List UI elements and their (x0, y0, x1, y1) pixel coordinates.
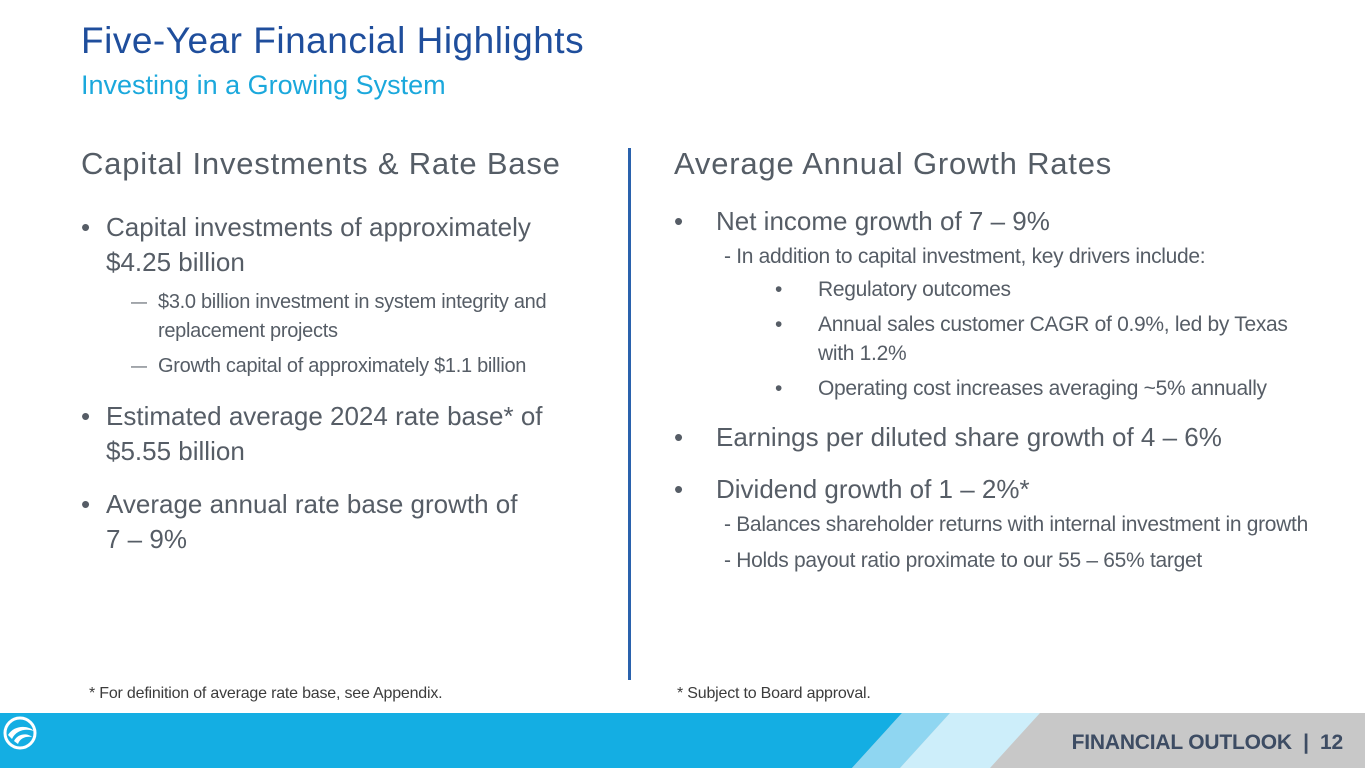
bullet-text-line: $5.55 billion (106, 436, 245, 466)
bullet-text: Dividend growth of 1 – 2%* (716, 474, 1030, 504)
right-sub-bullet-1: • Regulatory outcomes (674, 275, 1334, 304)
bullet-text-line: $4.25 billion (106, 247, 245, 277)
bullet-dot: • (674, 422, 684, 452)
sub-bullet-dash: — (131, 294, 147, 311)
right-column-heading: Average Annual Growth Rates (674, 146, 1113, 181)
sub-bullet-text-line: Regulatory outcomes (818, 278, 1011, 301)
right-footnote: * Subject to Board approval. (677, 685, 871, 702)
bullet-text-line: Capital investments of approximately (106, 212, 531, 242)
left-column-heading: Capital Investments & Rate Base (81, 146, 561, 181)
right-bullet-3: • Dividend growth of 1 – 2%* (674, 471, 1334, 507)
left-sub-bullet-2: — Growth capital of approximately $1.1 b… (81, 352, 611, 381)
bullet-dot: • (674, 206, 684, 236)
sub-bullet-text-line: with 1.2% (818, 342, 907, 365)
sub-bullet-text-line: Growth capital of approximately $1.1 bil… (158, 355, 527, 377)
bullet-text-line: 7 – 9% (106, 524, 187, 554)
slide-title: Five-Year Financial Highlights (81, 20, 585, 61)
bullet-dot: • (81, 212, 91, 242)
bullet-dot: • (81, 401, 91, 431)
bullet-text-line: Estimated average 2024 rate base* of (106, 401, 543, 431)
sub-bullet-text-line: replacement projects (158, 320, 338, 342)
sub-bullet-text-line: Operating cost increases averaging ~5% a… (818, 377, 1267, 400)
sub-bullet-text-line: Annual sales customer CAGR of 0.9%, led … (818, 313, 1288, 336)
company-logo-icon (3, 716, 37, 750)
sub-bullet-dash: — (131, 358, 147, 375)
sub-bullet-text-line: $3.0 billion investment in system integr… (158, 291, 547, 313)
sub-bullet-dot: • (775, 278, 783, 301)
sub-bullet-dot: • (775, 377, 783, 400)
right-note: - In addition to capital investment, key… (724, 245, 1206, 268)
right-note: - Balances shareholder returns with inte… (724, 513, 1308, 536)
left-column: • Capital investments of approximately $… (81, 210, 611, 557)
right-sub-bullet-3: • Operating cost increases averaging ~5%… (674, 374, 1334, 403)
right-column: • Net income growth of 7 – 9% - In addit… (674, 203, 1334, 579)
sub-bullet-dot: • (775, 313, 783, 336)
column-divider (628, 148, 631, 680)
bullet-text-line: Average annual rate base growth of (106, 489, 518, 519)
left-bullet-2: • Estimated average 2024 rate base* of $… (81, 399, 611, 469)
left-sub-bullet-1: — $3.0 billion investment in system inte… (81, 288, 611, 346)
right-sub-bullet-2: • Annual sales customer CAGR of 0.9%, le… (674, 310, 1334, 368)
bullet-dot: • (674, 474, 684, 504)
left-footnote: * For definition of average rate base, s… (89, 685, 443, 702)
right-note: - Holds payout ratio proximate to our 55… (724, 549, 1202, 572)
bullet-dot: • (81, 489, 91, 519)
right-bullet-1: • Net income growth of 7 – 9% (674, 203, 1334, 239)
left-bullet-1: • Capital investments of approximately $… (81, 210, 611, 280)
left-bullet-3: • Average annual rate base growth of 7 –… (81, 487, 611, 557)
bullet-text: Net income growth of 7 – 9% (716, 206, 1050, 236)
slide-subtitle: Investing in a Growing System (81, 70, 446, 100)
right-bullet-2: • Earnings per diluted share growth of 4… (674, 419, 1334, 455)
footer-section-label: FINANCIAL OUTLOOK | 12 (1071, 731, 1344, 754)
bullet-text: Earnings per diluted share growth of 4 –… (716, 422, 1222, 452)
footer-bar: FINANCIAL OUTLOOK | 12 (0, 713, 1365, 768)
footer-background (0, 713, 1365, 768)
